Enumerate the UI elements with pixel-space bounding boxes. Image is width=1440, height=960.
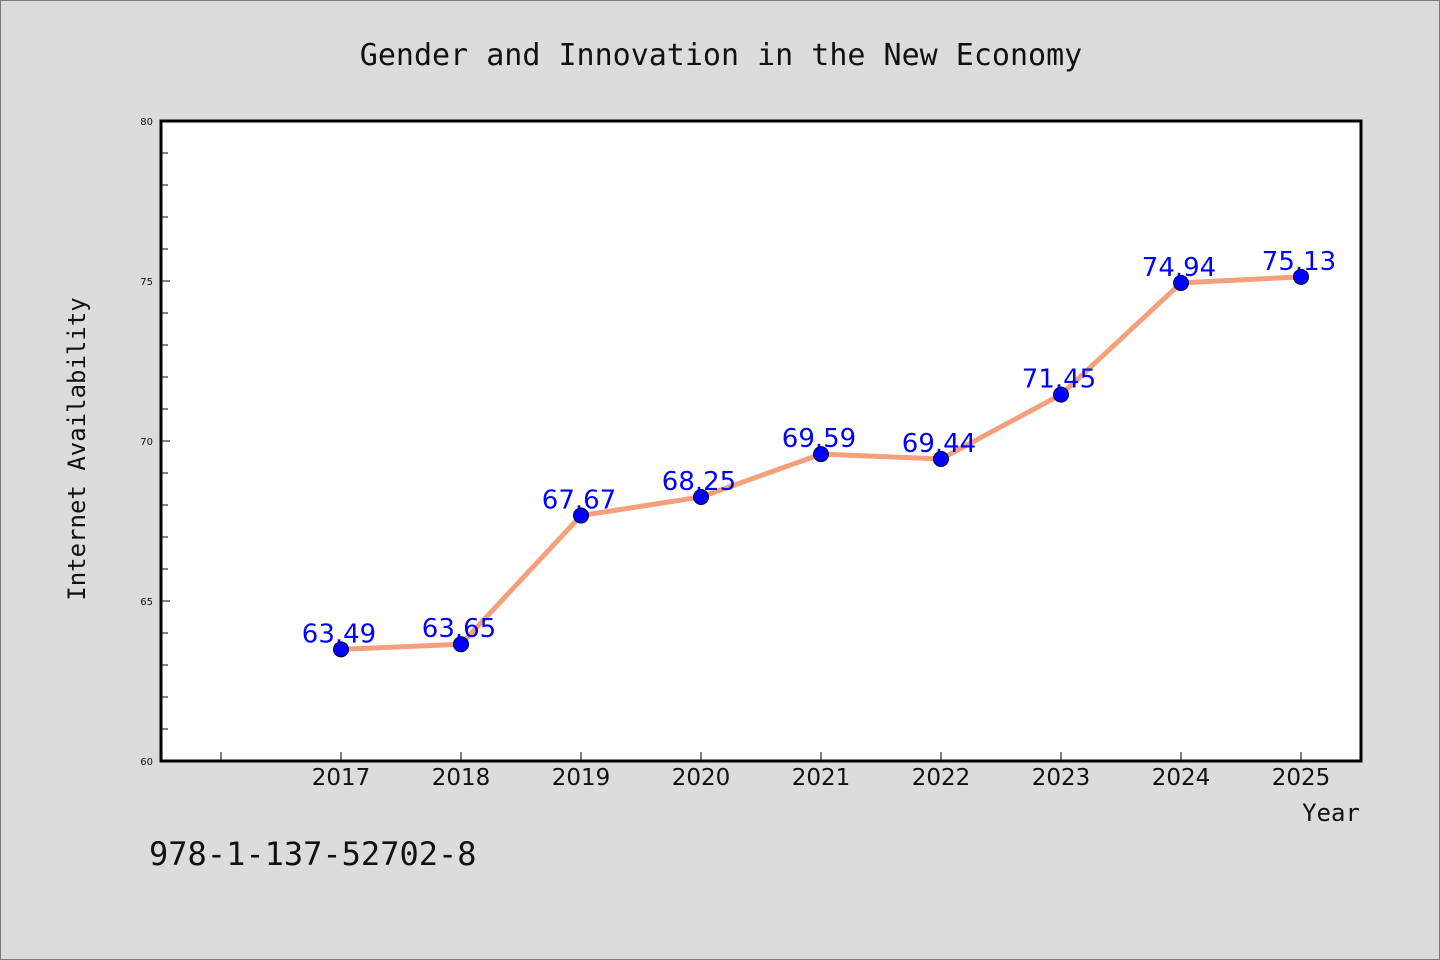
data-point <box>333 641 349 658</box>
y-tick-label: 60 <box>140 757 153 768</box>
x-tick-label: 2022 <box>912 765 971 791</box>
data-point <box>573 507 589 524</box>
x-tick-label: 2024 <box>1152 765 1211 791</box>
x-axis-label: Year <box>1302 799 1360 827</box>
y-tick-label: 75 <box>140 277 153 288</box>
x-tick-label: 2017 <box>312 765 371 791</box>
x-tick-label: 2023 <box>1032 765 1091 791</box>
data-point <box>813 446 829 463</box>
y-tick-label: 70 <box>140 437 153 448</box>
y-axis-label: Internet Availability <box>63 297 91 600</box>
y-axis: 60 65 70 75 80 <box>140 117 170 768</box>
data-point <box>453 636 469 653</box>
y-tick-label: 65 <box>140 597 153 608</box>
x-tick-label: 2021 <box>792 765 851 791</box>
x-tick-label: 2019 <box>552 765 611 791</box>
x-tick-label: 2018 <box>432 765 491 791</box>
data-point <box>933 450 949 467</box>
data-point <box>1173 274 1189 291</box>
y-tick-label: 80 <box>140 117 153 128</box>
x-axis: 2017 2018 2019 2020 2021 2022 2023 2024 2025 <box>220 752 1331 791</box>
chart-title: Gender and Innovation in the New Economy <box>360 38 1082 73</box>
data-point <box>693 489 709 505</box>
x-tick-label: 2025 <box>1272 765 1331 791</box>
data-point <box>1053 386 1069 403</box>
plot-area <box>159 119 1363 763</box>
x-tick-label: 2020 <box>672 765 731 791</box>
isbn-footnote: 978-1-137-52702-8 <box>149 835 477 873</box>
data-point <box>1293 268 1309 285</box>
